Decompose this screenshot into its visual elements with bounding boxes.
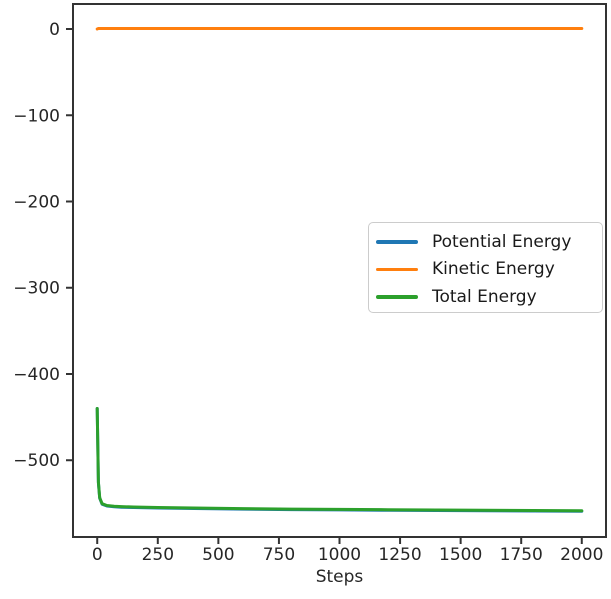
legend: Potential Energy Kinetic Energy Total Ener… (368, 222, 603, 313)
y-tick-label: −500 (13, 451, 60, 471)
legend-item-kinetic-energy: Kinetic Energy (376, 256, 602, 284)
legend-item-total-energy: Total Energy (376, 283, 602, 311)
series-line-potential-energy (95, 407, 584, 513)
x-tick-label: 2000 (560, 545, 603, 565)
y-tick-label: −100 (13, 106, 60, 126)
x-axis-label: Steps (315, 567, 364, 587)
y-tick-label: −200 (13, 193, 60, 213)
x-tick-label: 500 (202, 545, 234, 565)
x-tick-label: 1250 (378, 545, 421, 565)
legend-label: Kinetic Energy (432, 259, 555, 280)
y-tick-label: −400 (13, 365, 60, 385)
legend-label: Potential Energy (432, 231, 572, 252)
legend-swatch-potential-energy (376, 240, 418, 244)
x-tick-label: 1750 (500, 545, 543, 565)
x-tick-label: 0 (92, 545, 103, 565)
x-tick-label: 1500 (439, 545, 482, 565)
legend-label: Total Energy (432, 286, 537, 307)
legend-swatch-total-energy (376, 295, 418, 299)
series-line-total-energy (95, 407, 584, 513)
legend-item-potential-energy: Potential Energy (376, 228, 602, 256)
y-tick-label: 0 (49, 20, 60, 40)
series-line-kinetic-energy (95, 27, 584, 31)
y-tick-label: −300 (13, 279, 60, 299)
x-tick-label: 250 (142, 545, 174, 565)
legend-swatch-kinetic-energy (376, 267, 418, 271)
x-tick-label: 1000 (318, 545, 361, 565)
x-tick-label: 750 (263, 545, 295, 565)
